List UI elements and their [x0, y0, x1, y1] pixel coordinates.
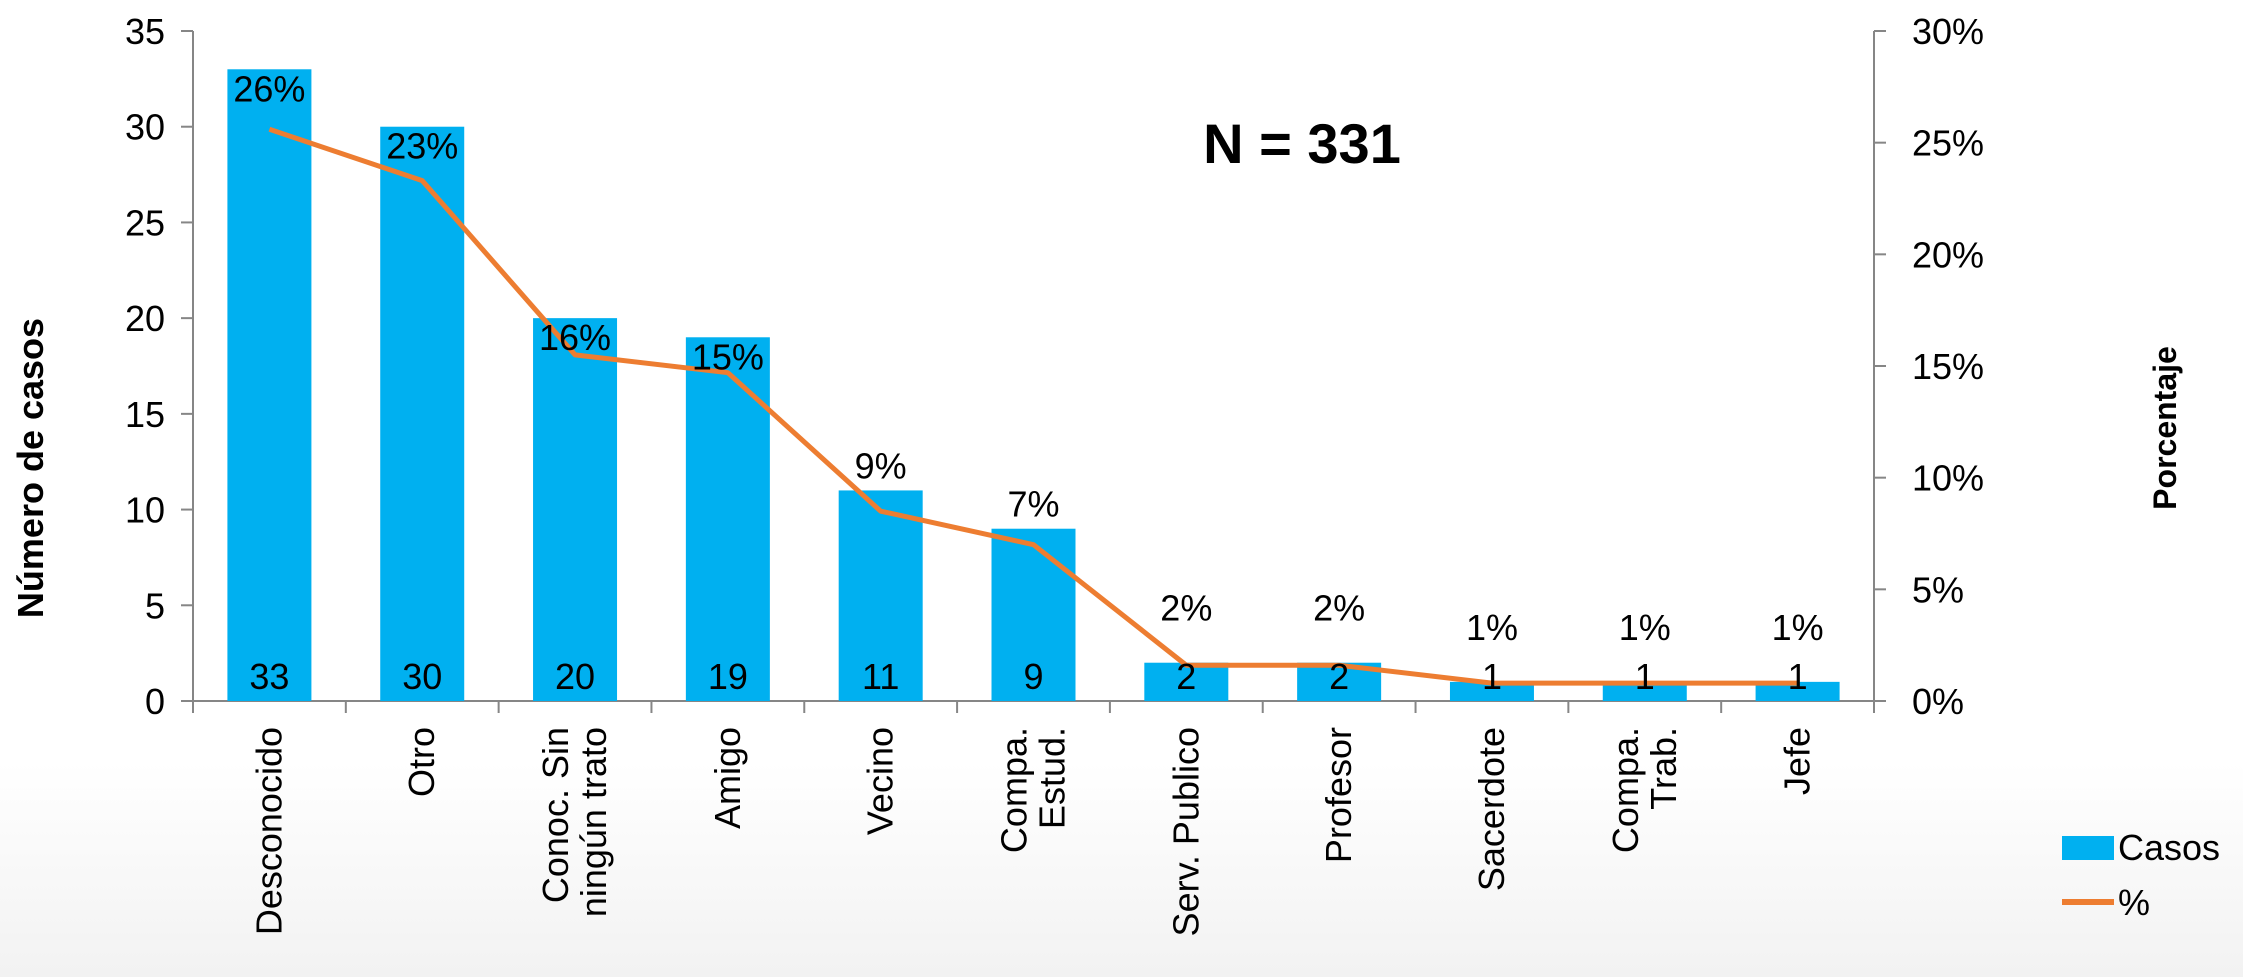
category-label-line: Amigo	[707, 727, 748, 829]
right-tick-label: 0%	[1912, 681, 1964, 722]
left-tick-label: 10	[125, 490, 165, 531]
percent-label: 9%	[855, 445, 907, 486]
count-data-labels: 33 30 20 19 11 9 2 2 1 1 1	[249, 656, 1807, 697]
right-tick-label: 5%	[1912, 569, 1964, 610]
category-label: Compa.Estud.	[994, 727, 1073, 853]
category-label: Sacerdote	[1471, 727, 1512, 891]
percent-label: 1%	[1619, 607, 1671, 648]
category-label: Conoc. Sinningún trato	[535, 727, 614, 917]
right-tick-label: 15%	[1912, 346, 1984, 387]
percent-label: 2%	[1160, 588, 1212, 629]
category-label: Amigo	[707, 727, 748, 829]
bar-series-casos	[227, 69, 1840, 702]
legend-swatch-casos	[2062, 836, 2114, 860]
percent-label: 16%	[539, 317, 611, 358]
percent-label: 1%	[1772, 607, 1824, 648]
category-label-line: Compa.	[1605, 727, 1646, 853]
category-label-line: ningún trato	[573, 727, 614, 917]
category-label-line: Serv. Publico	[1165, 727, 1206, 936]
right-tick-label: 30%	[1912, 11, 1984, 52]
percent-label: 26%	[233, 68, 305, 109]
category-label: Jefe	[1777, 727, 1818, 795]
category-label: Compa.Trab.	[1605, 727, 1684, 853]
legend: Casos %	[2062, 827, 2220, 923]
legend-label-percent: %	[2118, 882, 2150, 923]
category-label-line: Otro	[401, 727, 442, 797]
y-axis-right-title: Porcentaje	[2147, 346, 2183, 510]
category-label: Vecino	[860, 727, 901, 835]
legend-label-casos: Casos	[2118, 827, 2220, 868]
category-label-line: Compa.	[994, 727, 1035, 853]
count-label: 2	[1329, 656, 1349, 697]
category-label: Serv. Publico	[1165, 727, 1206, 936]
sample-size-annotation: N = 331	[1203, 112, 1401, 175]
percent-label: 7%	[1007, 484, 1059, 525]
left-tick-label: 30	[125, 107, 165, 148]
right-tick-label: 25%	[1912, 123, 1984, 164]
left-tick-label: 35	[125, 11, 165, 52]
line-series-percent	[268, 126, 1798, 686]
category-label-line: Jefe	[1777, 727, 1818, 795]
category-label-line: Vecino	[860, 727, 901, 835]
category-label: Profesor	[1318, 727, 1359, 863]
right-tick-label: 20%	[1912, 234, 1984, 275]
count-label: 1	[1788, 656, 1808, 697]
bar	[1449, 681, 1534, 701]
category-label-line: Conoc. Sin	[535, 727, 576, 903]
left-tick-label: 15	[125, 394, 165, 435]
category-label-line: Profesor	[1318, 727, 1359, 863]
count-label: 2	[1176, 656, 1196, 697]
bar	[1755, 681, 1840, 701]
category-label-line: Trab.	[1643, 727, 1684, 810]
bar	[1602, 681, 1687, 701]
count-label: 19	[708, 656, 748, 697]
category-labels: Desconocido Otro Conoc. Sinningún trato Ami…	[248, 727, 1817, 936]
bar	[227, 69, 312, 702]
right-axis: 0% 5% 10% 15% 20% 25% 30%	[1873, 11, 1984, 722]
bar	[991, 528, 1076, 701]
count-label: 30	[402, 656, 442, 697]
category-label: Otro	[401, 727, 442, 797]
count-label: 9	[1023, 656, 1043, 697]
bar	[685, 337, 770, 701]
percent-label: 1%	[1466, 607, 1518, 648]
count-label: 33	[249, 656, 289, 697]
bar	[533, 318, 618, 701]
left-tick-label: 20	[125, 298, 165, 339]
left-axis: 0 5 10 15 20 25 30 35	[125, 11, 1875, 722]
percent-label: 23%	[386, 126, 458, 167]
bar	[380, 126, 465, 701]
category-label-line: Sacerdote	[1471, 727, 1512, 891]
count-label: 11	[862, 656, 899, 697]
count-label: 1	[1635, 656, 1655, 697]
left-tick-label: 0	[145, 681, 165, 722]
bar	[1144, 662, 1229, 701]
y-axis-title: Número de casos	[10, 318, 51, 618]
count-label: 20	[555, 656, 595, 697]
count-label: 1	[1482, 656, 1502, 697]
right-tick-label: 10%	[1912, 458, 1984, 499]
percent-label: 15%	[692, 336, 764, 377]
category-label-line: Estud.	[1032, 727, 1073, 829]
percent-label: 2%	[1313, 588, 1365, 629]
left-tick-label: 5	[145, 585, 165, 626]
bar	[838, 490, 923, 701]
category-label-line: Desconocido	[248, 727, 289, 935]
category-label: Desconocido	[248, 727, 289, 935]
left-tick-label: 25	[125, 202, 165, 243]
percent-data-labels: 26% 23% 16% 15% 9% 7% 2% 2% 1% 1% 1%	[233, 68, 1823, 648]
